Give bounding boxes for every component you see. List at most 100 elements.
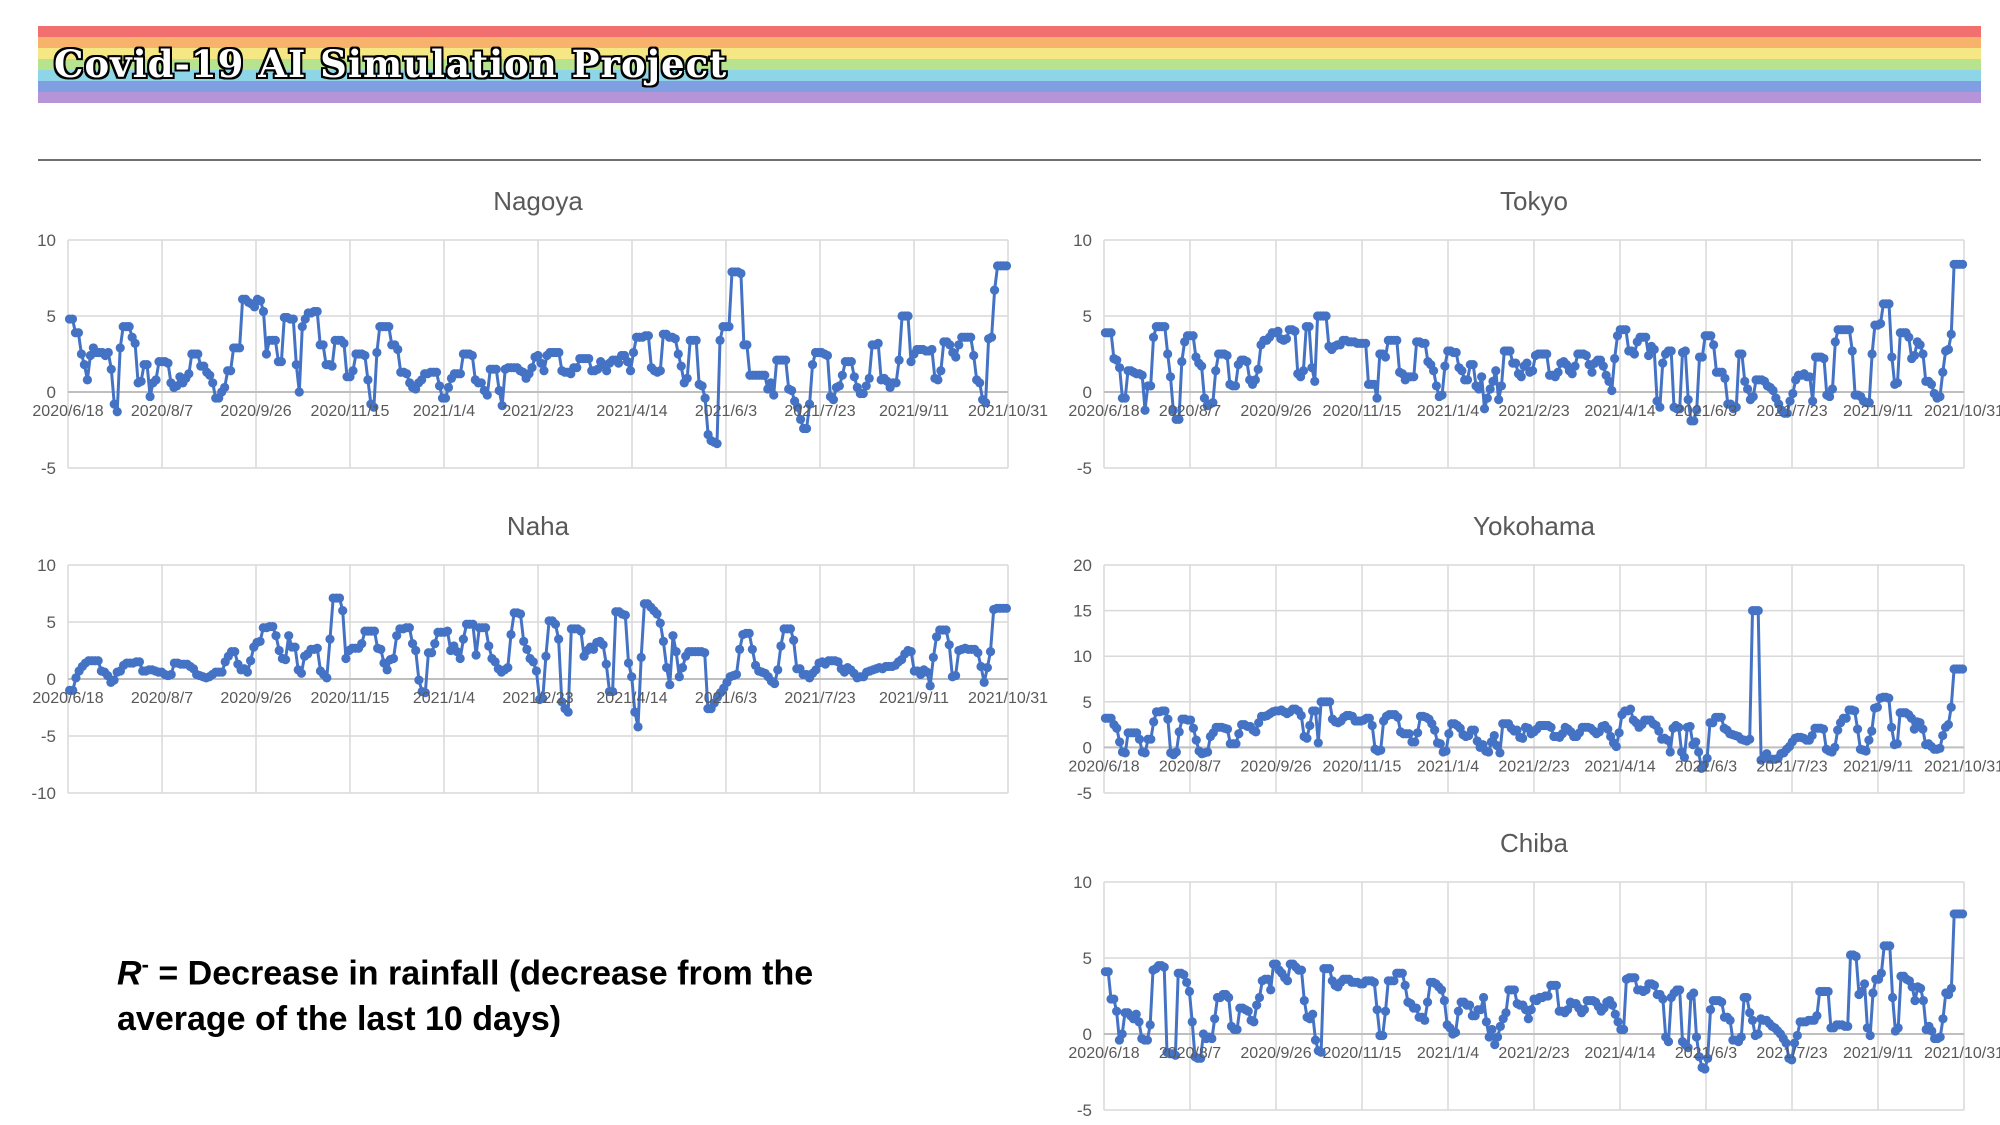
x-tick-label: 2021/7/23 <box>784 690 855 707</box>
data-point <box>1253 364 1263 374</box>
data-point <box>527 363 537 373</box>
data-point <box>1464 1000 1475 1010</box>
data-point <box>103 347 113 358</box>
data-point <box>1629 349 1640 359</box>
data-point <box>1263 974 1273 984</box>
data-point <box>1893 1023 1903 1033</box>
data-point <box>1409 372 1419 382</box>
data-point <box>1210 1014 1220 1024</box>
data-point <box>620 610 630 620</box>
data-point <box>1938 1014 1948 1024</box>
data-point <box>1563 1005 1573 1015</box>
data-point <box>1523 1014 1533 1024</box>
data-point <box>1792 1030 1802 1041</box>
data-point <box>376 644 386 654</box>
data-point <box>296 668 307 678</box>
data-point <box>393 344 403 355</box>
data-point <box>1230 381 1241 391</box>
data-point <box>1453 1006 1463 1016</box>
y-tick-label: -5 <box>41 459 56 478</box>
data-point <box>1736 1032 1746 1042</box>
banner-stripe <box>38 59 1981 70</box>
data-point <box>1307 363 1317 373</box>
data-point <box>327 361 337 371</box>
x-tick-label: 2021/6/3 <box>695 690 757 707</box>
data-point <box>539 366 549 376</box>
data-point <box>220 382 230 393</box>
data-point <box>1867 349 1877 359</box>
data-point <box>861 381 871 391</box>
data-point <box>1782 408 1792 418</box>
data-point <box>68 685 78 695</box>
data-point <box>1649 980 1660 990</box>
data-point <box>966 332 976 342</box>
data-point <box>1789 1038 1800 1048</box>
data-point <box>1325 697 1335 707</box>
data-point <box>1369 977 1379 987</box>
data-point <box>1250 375 1260 385</box>
data-point <box>1526 1005 1536 1015</box>
data-point <box>392 631 402 641</box>
data-point <box>742 340 752 350</box>
x-tick-label: 2021/1/4 <box>1417 1045 1479 1062</box>
data-point <box>427 648 437 658</box>
data-point <box>1607 1000 1618 1010</box>
data-point <box>1862 1023 1872 1033</box>
data-point <box>1516 372 1526 382</box>
data-point <box>1935 1032 1945 1042</box>
data-point <box>1451 347 1461 358</box>
data-point <box>554 347 564 358</box>
data-point <box>1177 357 1187 367</box>
data-point <box>452 647 462 657</box>
data-point <box>1864 735 1874 745</box>
data-point <box>1683 1043 1693 1053</box>
data-point <box>1946 983 1956 993</box>
chart-chiba: Chiba -5 0 5 10 2020/6/18 2020/8/7 2020/9/26 202… <box>1060 822 2000 1122</box>
data-point <box>1546 722 1556 732</box>
data-point <box>1887 992 1898 1003</box>
x-tick-label: 2021/9/11 <box>879 403 949 420</box>
data-point <box>538 693 548 703</box>
data-point <box>184 369 194 379</box>
chart-svg: Tokyo -5 0 5 10 2020/6/18 2020/8/7 2020/9/26 202… <box>1068 186 2000 478</box>
data-point <box>1149 717 1159 727</box>
data-point <box>1290 326 1300 336</box>
header-divider <box>38 159 1981 161</box>
data-point <box>1490 1040 1500 1050</box>
rainfall-note: R- = Decrease in rainfall (decrease from… <box>117 942 917 1042</box>
data-point <box>1457 366 1467 376</box>
data-point <box>1674 722 1684 732</box>
x-tick-label: 2020/11/15 <box>311 403 390 420</box>
data-point <box>833 657 843 667</box>
x-tick-label: 2020/8/7 <box>131 690 193 707</box>
data-point <box>951 352 961 362</box>
x-tick-label: 2020/6/18 <box>1068 1045 1139 1062</box>
data-point <box>773 665 783 675</box>
data-point <box>673 349 683 359</box>
y-tick-label: 15 <box>1073 602 1092 621</box>
y-tick-label: 10 <box>1073 647 1092 666</box>
data-point <box>989 285 1000 295</box>
data-point <box>979 677 989 688</box>
data-point <box>1542 349 1552 359</box>
data-point <box>1614 728 1624 738</box>
data-point <box>467 350 477 361</box>
data-point <box>1607 385 1617 396</box>
data-point <box>1553 367 1563 377</box>
data-point <box>1199 393 1210 403</box>
data-point <box>627 672 637 682</box>
data-point <box>1904 332 1914 342</box>
data-point <box>276 357 286 367</box>
data-point <box>846 357 856 367</box>
banner-stripe <box>38 26 1981 37</box>
data-point <box>670 334 680 344</box>
data-point <box>1691 1032 1702 1042</box>
data-point <box>1658 358 1668 368</box>
y-tick-label: 5 <box>47 613 56 632</box>
x-tick-label: 2021/9/11 <box>1843 1045 1913 1062</box>
data-point <box>1298 366 1309 376</box>
data-point <box>1196 361 1207 371</box>
data-point <box>1705 1005 1716 1015</box>
data-point <box>1483 747 1494 757</box>
data-point <box>1663 1037 1674 1047</box>
